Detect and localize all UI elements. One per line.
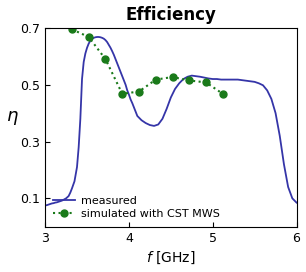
simulated with CST MWS (188, 79, 191, 82)
measured (95, 35, 99, 39)
measured (43, 204, 47, 207)
measured (236, 78, 240, 81)
simulated with CST MWS (87, 35, 91, 39)
measured (295, 201, 298, 204)
X-axis label: $f$ [GHz]: $f$ [GHz] (146, 250, 196, 267)
measured (223, 78, 227, 81)
simulated with CST MWS (204, 81, 208, 84)
measured (144, 121, 147, 125)
measured (219, 78, 223, 81)
simulated with CST MWS (171, 75, 174, 79)
measured (215, 78, 219, 81)
simulated with CST MWS (137, 90, 141, 93)
simulated with CST MWS (104, 57, 107, 61)
Y-axis label: $\eta$: $\eta$ (6, 109, 18, 127)
simulated with CST MWS (154, 78, 158, 81)
Legend: measured, simulated with CST MWS: measured, simulated with CST MWS (51, 193, 222, 221)
simulated with CST MWS (221, 92, 225, 95)
simulated with CST MWS (70, 28, 74, 31)
Line: measured: measured (45, 37, 297, 205)
Title: Efficiency: Efficiency (125, 5, 216, 24)
Line: simulated with CST MWS: simulated with CST MWS (69, 26, 226, 97)
measured (198, 75, 202, 78)
simulated with CST MWS (120, 92, 124, 95)
